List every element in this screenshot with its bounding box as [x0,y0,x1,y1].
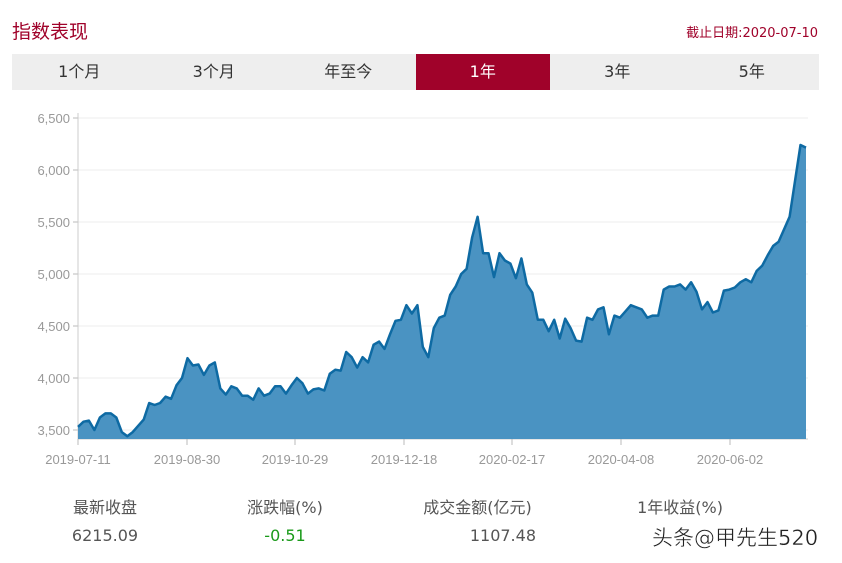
series-line [77,143,807,438]
y-tick-label: 5,500 [37,215,70,230]
stat-label: 1年收益(%) [637,498,723,517]
stat-turnover: 成交金额(亿元) 1107.48 [405,494,550,545]
tab-3-months[interactable]: 3个月 [192,62,235,81]
stat-label: 成交金额(亿元) [423,498,532,517]
stat-value: 1107.48 [469,526,536,545]
stat-change-pct: 涨跌幅(%) -0.51 [225,494,345,545]
y-tick-label: 3,500 [37,423,70,438]
area-fill [78,145,806,439]
stat-latest-close: 最新收盘 6215.09 [55,494,155,545]
watermark: 头条@甲先生520 [652,526,819,550]
stat-value: -0.51 [264,526,306,545]
index-chart: 3,500 4,000 4,500 5,000 5,500 6,000 6,500 2019-… [37,111,808,467]
y-tick-label: 4,000 [37,371,70,386]
tab-1-month[interactable]: 1个月 [58,62,101,81]
x-tick-label: 2019-12-18 [371,452,438,467]
x-tick-label: 2019-10-29 [262,452,329,467]
stat-value: 6215.09 [71,526,139,545]
period-tabs: 1个月 3个月 年至今 1年 3年 5年 [12,54,819,90]
x-tick-label: 2020-04-08 [588,452,655,467]
tab-5-years[interactable]: 5年 [738,62,765,81]
x-tick-label: 2019-08-30 [154,452,221,467]
as-of-date: 截止日期:2020-07-10 [686,26,818,41]
x-tick-label: 2020-02-17 [479,452,546,467]
x-tick-label: 2019-07-11 [45,452,111,467]
page-title: 指数表现 [12,21,89,43]
y-tick-label: 6,000 [37,163,70,178]
y-tick-label: 6,500 [37,111,70,126]
y-tick-label: 5,000 [37,267,70,282]
tab-ytd[interactable]: 年至今 [324,62,373,81]
tab-3-years[interactable]: 3年 [604,62,631,81]
y-tick-label: 4,500 [37,319,70,334]
stat-1y-return: 1年收益(%) [620,494,740,526]
stat-label: 涨跌幅(%) [247,498,323,517]
stat-label: 最新收盘 [72,498,137,517]
x-tick-label: 2020-06-02 [697,452,764,467]
tab-1-year[interactable]: 1年 [415,54,550,90]
